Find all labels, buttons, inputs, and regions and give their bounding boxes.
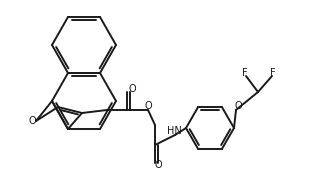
- Text: O: O: [144, 101, 152, 111]
- Text: F: F: [242, 68, 248, 78]
- Text: F: F: [270, 68, 276, 78]
- Text: O: O: [234, 101, 242, 111]
- Text: O: O: [128, 84, 136, 94]
- Text: O: O: [28, 116, 36, 126]
- Text: HN: HN: [167, 126, 181, 136]
- Text: O: O: [154, 160, 162, 170]
